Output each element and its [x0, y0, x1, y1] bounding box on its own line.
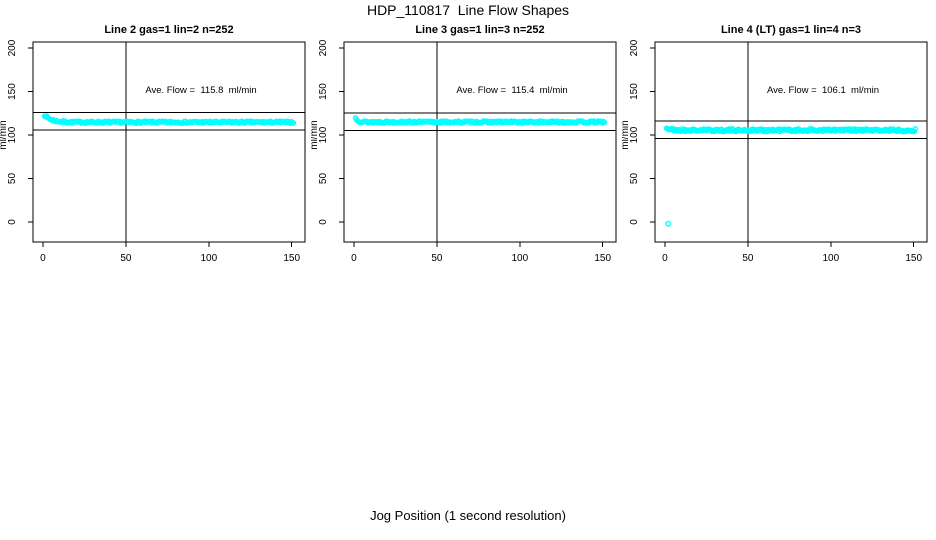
x-tick-label: 50	[742, 253, 754, 264]
panel-title: Line 4 (LT) gas=1 lin=4 n=3	[721, 24, 861, 36]
y-tick-label: 150	[7, 83, 18, 100]
y-tick-label: 0	[318, 219, 329, 225]
x-tick-label: 150	[594, 253, 611, 264]
data-point	[911, 128, 918, 135]
y-tick-label: 100	[7, 126, 18, 143]
y-tick-label: 0	[629, 219, 640, 225]
panel-line-2: Line 2 gas=1 lin=2 n=252 0 50 100 150 200 ml/m…	[0, 20, 311, 270]
y-tick-label: 200	[629, 39, 640, 56]
data-points	[663, 125, 919, 227]
plot-box	[32, 41, 306, 243]
y-tick-label: 50	[7, 173, 18, 185]
data-point	[290, 120, 297, 126]
figure-title: HDP_110817 Line Flow Shapes	[366, 2, 570, 18]
x-tick-label: 50	[431, 253, 443, 264]
panel-svg: Line 2 gas=1 lin=2 n=252 0 50 100 150 200 ml/m…	[0, 24, 306, 264]
y-tick-label: 100	[629, 126, 640, 143]
y-tick-label: 100	[318, 126, 329, 143]
plot-box	[654, 41, 928, 243]
data-points	[352, 115, 608, 126]
plot-box	[343, 41, 617, 243]
data-points	[41, 113, 297, 126]
panel-svg: Line 3 gas=1 lin=3 n=252 0 50 100 150 200 ml/m…	[309, 24, 617, 264]
y-axis-unit-label: ml/min	[622, 120, 631, 149]
x-tick-label: 150	[283, 253, 300, 264]
panel-title: Line 2 gas=1 lin=2 n=252	[104, 24, 233, 36]
data-point	[912, 126, 919, 132]
ave-flow-annotation: Ave. Flow = 115.4 ml/min	[456, 85, 567, 96]
x-tick-label: 0	[351, 253, 357, 264]
x-tick-label: 0	[40, 253, 46, 264]
y-tick-label: 0	[7, 219, 18, 225]
x-axis-label: Jog Position (1 second resolution)	[370, 508, 566, 523]
x-tick-label: 150	[905, 253, 922, 264]
outlier-point	[665, 220, 672, 227]
data-point	[601, 119, 608, 126]
y-tick-label: 150	[629, 83, 640, 100]
y-tick-label: 150	[318, 83, 329, 100]
ave-flow-annotation: Ave. Flow = 115.8 ml/min	[145, 85, 256, 96]
panel-title: Line 3 gas=1 lin=3 n=252	[415, 24, 544, 36]
x-tick-label: 100	[511, 253, 528, 264]
y-tick-label: 50	[318, 173, 329, 185]
x-tick-label: 100	[200, 253, 217, 264]
x-tick-label: 50	[120, 253, 132, 264]
x-tick-label: 0	[662, 253, 668, 264]
y-tick-label: 50	[629, 173, 640, 185]
panel-line-4: Line 4 (LT) gas=1 lin=4 n=3 0 50 100 150 200 m…	[620, 20, 933, 270]
panel-svg: Line 4 (LT) gas=1 lin=4 n=3 0 50 100 150 200 m…	[620, 24, 928, 264]
ave-flow-annotation: Ave. Flow = 106.1 ml/min	[767, 85, 879, 96]
y-axis-unit-label: ml/min	[311, 120, 320, 149]
panel-row: Line 2 gas=1 lin=2 n=252 0 50 100 150 200 ml/m…	[0, 20, 936, 280]
y-axis-unit-label: ml/min	[0, 120, 9, 149]
x-tick-label: 100	[822, 253, 839, 264]
panel-line-3: Line 3 gas=1 lin=3 n=252 0 50 100 150 200 ml/m…	[309, 20, 622, 270]
y-tick-label: 200	[7, 39, 18, 56]
y-tick-label: 200	[318, 39, 329, 56]
